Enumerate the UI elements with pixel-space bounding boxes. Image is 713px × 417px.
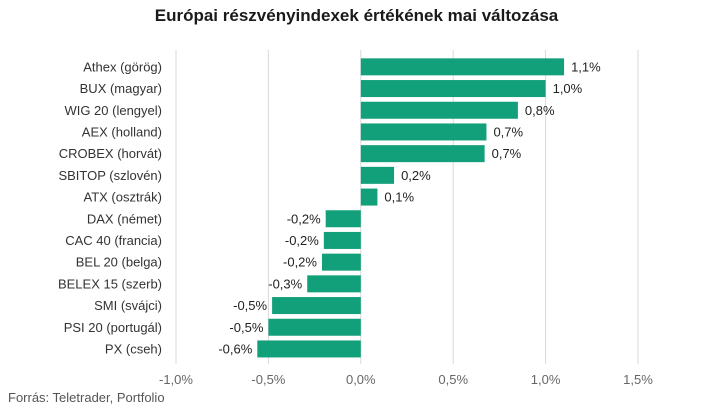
value-label: 0,7% <box>493 124 523 139</box>
bar <box>323 231 361 249</box>
source-note: Forrás: Teletrader, Portfolio <box>8 390 165 405</box>
x-tick-label: -1,0% <box>159 372 193 387</box>
value-label: -0,6% <box>218 341 252 356</box>
category-label: BELEX 15 (szerb) <box>58 276 162 291</box>
category-label: SBITOP (szlovén) <box>58 168 162 183</box>
bar <box>360 80 546 98</box>
bar <box>360 166 395 184</box>
chart-title: Európai részvényindexek értékének mai vá… <box>154 6 559 25</box>
category-label: CAC 40 (francia) <box>65 233 162 248</box>
x-tick-label: 1,5% <box>623 372 653 387</box>
category-label: PX (cseh) <box>105 341 162 356</box>
value-label: -0,2% <box>285 233 319 248</box>
x-tick-label: 0,5% <box>438 372 468 387</box>
value-label: -0,5% <box>233 298 267 313</box>
category-label: PSI 20 (portugál) <box>64 320 162 335</box>
value-label: 0,7% <box>492 146 522 161</box>
category-label: AEX (holland) <box>82 124 162 139</box>
category-labels: Athex (görög) BUX (magyar) WIG 20 (lengyel… <box>58 59 162 356</box>
value-label: -0,5% <box>229 320 263 335</box>
value-label: 0,8% <box>525 103 555 118</box>
value-labels: 1,1%1,0%0,8%0,7%0,7%0,2%0,1%-0,2%-0,2%-0… <box>218 59 601 356</box>
bar <box>360 145 485 163</box>
category-label: ATX (osztrák) <box>84 190 163 205</box>
value-label: 0,1% <box>384 190 414 205</box>
x-tick-label: 0,0% <box>346 372 376 387</box>
x-tick-label: -0,5% <box>251 372 285 387</box>
bar <box>272 297 361 315</box>
bars <box>257 58 565 358</box>
category-label: SMI (svájci) <box>94 298 162 313</box>
bar <box>307 275 361 293</box>
bar <box>360 58 565 76</box>
category-label: WIG 20 (lengyel) <box>64 103 162 118</box>
bar <box>321 253 361 271</box>
value-label: -0,2% <box>283 255 317 270</box>
category-label: BEL 20 (belga) <box>76 255 162 270</box>
gridlines <box>175 50 639 364</box>
category-label: BUX (magyar) <box>80 81 162 96</box>
bar <box>268 318 361 336</box>
category-label: CROBEX (horvát) <box>59 146 162 161</box>
x-tick-label: 1,0% <box>531 372 561 387</box>
category-label: DAX (német) <box>87 211 162 226</box>
bar <box>360 188 378 206</box>
value-label: 1,0% <box>553 81 583 96</box>
value-label: -0,2% <box>287 211 321 226</box>
category-label: Athex (görög) <box>83 59 162 74</box>
x-axis-tick-labels: -1,0% -0,5% 0,0% 0,5% 1,0% 1,5% <box>159 372 653 387</box>
bar <box>325 210 361 228</box>
value-label: 1,1% <box>571 59 601 74</box>
value-label: 0,2% <box>401 168 431 183</box>
bar <box>360 101 518 119</box>
bar <box>360 123 487 141</box>
value-label: -0,3% <box>268 276 302 291</box>
bar <box>257 340 361 358</box>
